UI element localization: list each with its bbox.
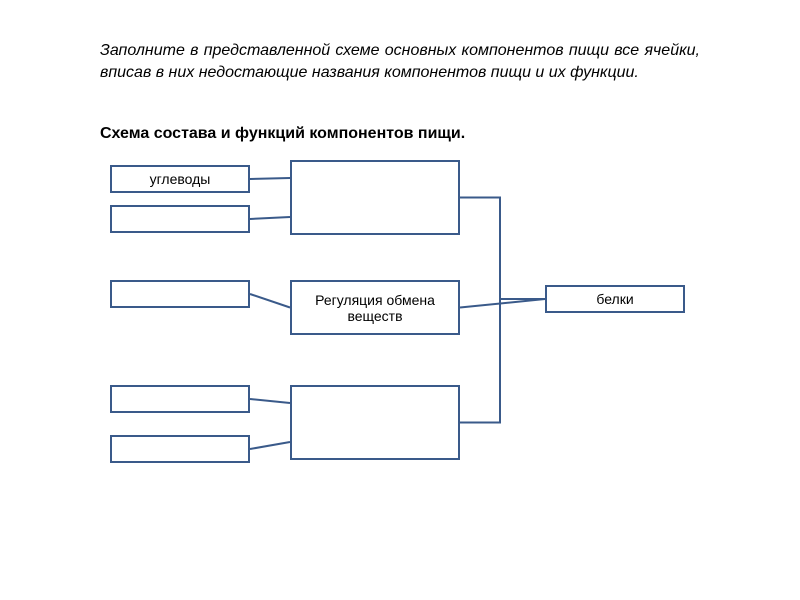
diagram-title: Схема состава и функций компонентов пищи… xyxy=(100,125,700,143)
box-carbs-label: углеводы xyxy=(150,171,211,187)
box-pr-label: белки xyxy=(596,291,633,307)
box-mc-label: Регуляция обмена веществ xyxy=(292,292,458,324)
box-mid-top xyxy=(290,160,460,235)
box-carbohydrates: углеводы xyxy=(110,165,250,193)
box-left-2 xyxy=(110,205,250,233)
box-proteins: белки xyxy=(545,285,685,313)
box-mid-bottom xyxy=(290,385,460,460)
box-left-5 xyxy=(110,435,250,463)
box-mid-center: Регуляция обмена веществ xyxy=(290,280,460,335)
box-left-3 xyxy=(110,280,250,308)
instruction-text: Заполните в представленной схеме основны… xyxy=(100,40,700,85)
box-left-4 xyxy=(110,385,250,413)
